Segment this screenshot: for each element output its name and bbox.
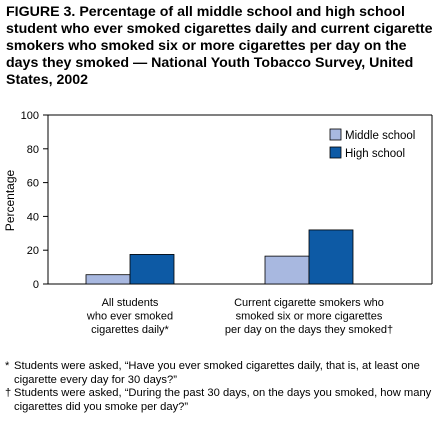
figure-title: FIGURE 3. Percentage of all middle schoo… [6, 4, 433, 88]
y-tick-label: 0 [33, 279, 39, 291]
legend-swatch [329, 146, 342, 159]
x-category-label: Current cigarette smokers who smoked six … [225, 297, 393, 336]
y-axis-title: Percentage [3, 169, 17, 231]
y-tick-label: 80 [27, 144, 39, 156]
footnote-2-text: Students were asked, “During the past 30… [14, 387, 432, 413]
legend-label: Middle school [345, 130, 415, 142]
bar-middle-school-1 [85, 274, 131, 285]
chart-bars [85, 229, 354, 285]
x-category-label: All students who ever smoked cigarettes da… [86, 297, 173, 336]
footnote-1-mark: * [5, 360, 10, 372]
footnote-1-text: Students were asked, “Have you ever smok… [14, 360, 420, 386]
y-tick-label: 20 [27, 245, 39, 257]
y-tick-label: 60 [27, 178, 39, 190]
y-tick-label: 40 [27, 211, 39, 223]
chart-legend: Middle school High school [329, 128, 415, 160]
footnotes: * Students were asked, “Have you ever sm… [5, 360, 435, 414]
bar-chart: 0 20 40 60 80 100 All students who ever smoked… [3, 110, 433, 336]
legend-swatch [329, 128, 342, 141]
footnote-2-mark: † [5, 387, 12, 399]
y-axis-ticks: 0 20 40 60 80 100 [21, 110, 48, 291]
footnote-1: * Students were asked, “Have you ever sm… [5, 360, 435, 387]
legend-label: High school [345, 148, 405, 160]
bar-high-school-1 [129, 254, 175, 285]
bar-middle-school-2 [264, 255, 310, 285]
y-tick-label: 100 [21, 110, 39, 122]
x-axis-category-labels: All students who ever smoked cigarettes da… [86, 297, 393, 336]
footnote-2: † Students were asked, “During the past … [5, 387, 435, 414]
bar-high-school-2 [308, 229, 354, 285]
